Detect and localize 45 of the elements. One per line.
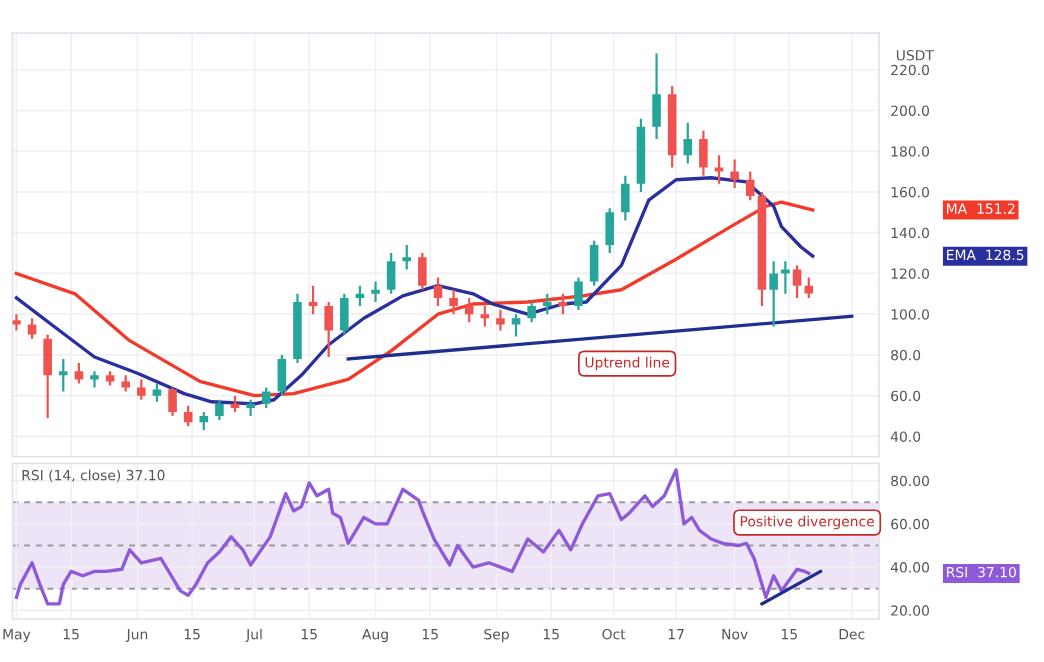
candlestick — [215, 398, 224, 422]
candlestick — [433, 276, 443, 308]
candlestick — [804, 276, 814, 300]
candlestick — [386, 251, 396, 295]
candlestick — [527, 300, 536, 324]
candlestick — [418, 251, 427, 291]
candlestick — [308, 284, 318, 316]
candlestick — [355, 284, 365, 308]
candlestick — [511, 313, 521, 338]
candlestick — [781, 260, 790, 295]
candlestick — [152, 382, 162, 403]
candlestick — [464, 296, 474, 324]
candlestick — [542, 292, 552, 316]
candlestick — [683, 121, 693, 165]
candlestick — [12, 313, 21, 332]
candlestick — [792, 264, 802, 300]
candlestick — [402, 243, 412, 271]
candlestick — [699, 129, 708, 177]
candlestick — [558, 292, 568, 316]
candlestick — [605, 207, 615, 255]
candlestick — [340, 292, 349, 336]
candlestick — [714, 154, 724, 185]
candlestick — [496, 309, 505, 332]
candlestick — [324, 300, 333, 359]
candlestick — [183, 404, 193, 428]
candlestick — [137, 378, 146, 401]
candlestick — [199, 410, 209, 432]
candlestick — [652, 52, 661, 141]
candlestick — [27, 317, 37, 340]
candlestick — [730, 158, 739, 190]
candlestick — [90, 370, 99, 389]
candlestick — [371, 280, 380, 304]
candlestick — [168, 386, 177, 418]
candlestick — [589, 239, 599, 287]
candlestick — [574, 276, 583, 312]
candlestick — [745, 170, 755, 202]
candlestick — [58, 357, 68, 393]
candlestick — [43, 333, 52, 420]
candlestick — [480, 304, 490, 328]
candlestick — [74, 361, 84, 385]
candlestick — [449, 288, 458, 316]
candlestick — [277, 353, 287, 397]
candlestick — [621, 174, 630, 222]
candlestick — [769, 260, 778, 328]
candlestick — [261, 386, 271, 409]
